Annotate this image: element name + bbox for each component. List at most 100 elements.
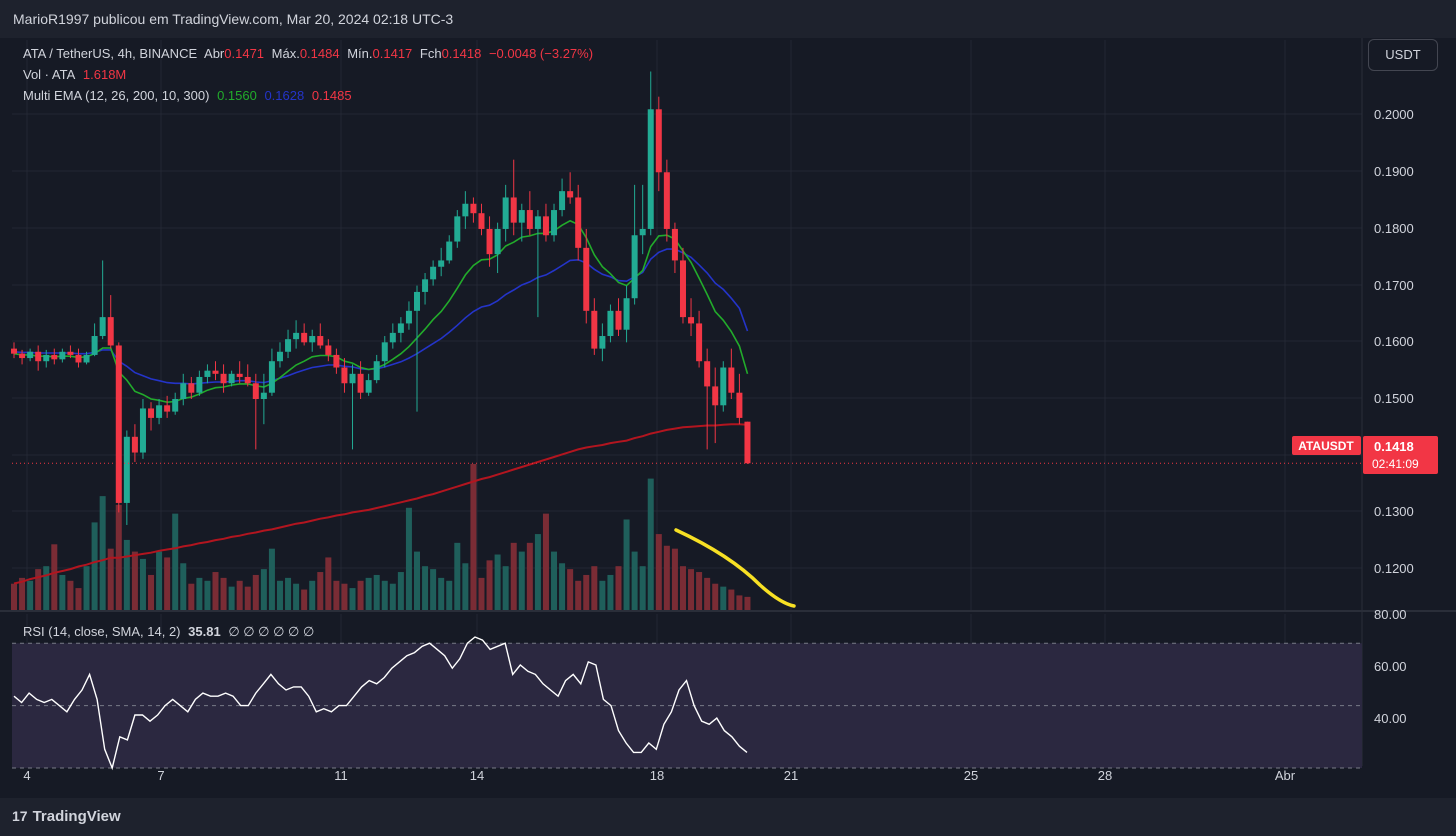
- volume-bar: [607, 574, 614, 610]
- volume-bar: [583, 574, 590, 610]
- time-tick-label: 14: [470, 768, 484, 783]
- candle-body: [43, 354, 50, 362]
- candle-body: [156, 405, 163, 418]
- price-tick-label: 0.1800: [1374, 221, 1414, 236]
- volume-bar: [671, 548, 678, 610]
- volume-bar: [309, 580, 316, 610]
- volume-bar: [518, 551, 525, 610]
- ema26-line: [13, 248, 749, 385]
- tradingview-logo: 17 TradingView: [12, 808, 121, 825]
- volume-bar: [91, 522, 98, 610]
- candle-body: [414, 291, 420, 311]
- volume-bar: [389, 583, 396, 610]
- candle-body: [712, 386, 719, 406]
- rsi-label: RSI (14, close, SMA, 14, 2): [23, 624, 181, 639]
- volume-bar: [301, 589, 308, 610]
- candle-body: [647, 109, 654, 229]
- candle-body: [486, 228, 493, 255]
- candle-body: [51, 354, 58, 360]
- publisher-info: MarioR1997 publicou em TradingView.com, …: [13, 11, 454, 27]
- candle-body: [268, 361, 275, 393]
- candle-body: [107, 317, 114, 346]
- candle-body: [75, 354, 82, 363]
- candle-body: [478, 213, 485, 229]
- volume-bar: [631, 551, 638, 610]
- volume-bar: [27, 580, 34, 610]
- candle-body: [349, 373, 356, 384]
- volume-bar: [276, 580, 283, 610]
- candle-body: [11, 348, 17, 354]
- time-tick-label: 11: [334, 768, 348, 783]
- volume-bar: [478, 577, 485, 610]
- candle-body: [639, 228, 646, 236]
- candle-body: [19, 353, 26, 359]
- volume-label: Vol · ATA: [23, 67, 76, 82]
- price-tick-label: 0.1700: [1374, 278, 1414, 293]
- volume-bar: [11, 583, 17, 610]
- candle-body: [317, 336, 324, 346]
- price-tick-label: 0.2000: [1374, 107, 1414, 122]
- high-value: 0.1484: [299, 46, 340, 61]
- candle-body: [736, 392, 743, 418]
- candle-body: [583, 247, 590, 311]
- volume-bar: [83, 566, 90, 610]
- volume-bar: [365, 577, 372, 610]
- rsi-tick-label: 40.00: [1374, 711, 1407, 726]
- candle-body: [244, 376, 251, 384]
- rsi-value: 35.81: [188, 624, 221, 639]
- candle-body: [301, 332, 308, 343]
- volume-bar: [260, 569, 267, 610]
- volume-bar: [317, 572, 324, 610]
- volume-bar: [422, 566, 429, 610]
- rsi-tick-label: 60.00: [1374, 659, 1407, 674]
- high-label: Máx.: [271, 46, 300, 61]
- volume-bar: [285, 577, 292, 610]
- candle-body: [696, 323, 703, 362]
- candle-body: [285, 339, 292, 352]
- volume-bar: [405, 507, 412, 610]
- candle-body: [83, 354, 90, 363]
- volume-bar: [268, 548, 275, 610]
- time-tick-label: 7: [157, 768, 164, 783]
- price-tick-label: 0.1200: [1374, 561, 1414, 576]
- candle-body: [679, 260, 686, 318]
- time-tick-label: 25: [964, 768, 978, 783]
- currency-button[interactable]: USDT: [1368, 39, 1438, 71]
- volume-bar: [220, 577, 227, 610]
- candle-body: [422, 279, 429, 292]
- candle-body: [470, 203, 477, 214]
- volume-bar: [59, 574, 66, 610]
- candle-body: [123, 436, 130, 503]
- volume-bar: [567, 569, 574, 610]
- candle-body: [655, 109, 662, 173]
- volume-bar: [575, 580, 582, 610]
- volume-bar: [559, 563, 566, 610]
- candle-body: [389, 332, 396, 343]
- candle-body: [91, 336, 98, 355]
- close-value: 0.1418: [441, 46, 482, 61]
- time-tick-label: 28: [1098, 768, 1112, 783]
- ema12-line: [13, 219, 749, 404]
- candle-body: [502, 197, 509, 229]
- volume-bar: [688, 569, 695, 610]
- volume-bar: [599, 580, 606, 610]
- price-tag-value: 0.1418: [1374, 439, 1414, 454]
- candle-body: [744, 421, 751, 464]
- candle-body: [591, 310, 598, 349]
- top-bar: [0, 0, 1456, 38]
- volume-bar: [728, 589, 735, 610]
- volume-bar: [156, 551, 163, 610]
- candle-body: [276, 351, 283, 362]
- candle-body: [615, 310, 622, 330]
- candle-body: [228, 373, 235, 384]
- candle-body: [357, 373, 364, 393]
- price-tick-label: 0.1900: [1374, 164, 1414, 179]
- ema-legend: Multi EMA (12, 26, 200, 10, 300) 0.1560 …: [23, 88, 356, 103]
- volume-bar: [438, 577, 445, 610]
- volume-bar: [35, 569, 42, 610]
- candle-body: [454, 216, 461, 242]
- candle-body: [212, 370, 219, 374]
- volume-bar: [293, 583, 300, 610]
- candle-body: [35, 351, 42, 362]
